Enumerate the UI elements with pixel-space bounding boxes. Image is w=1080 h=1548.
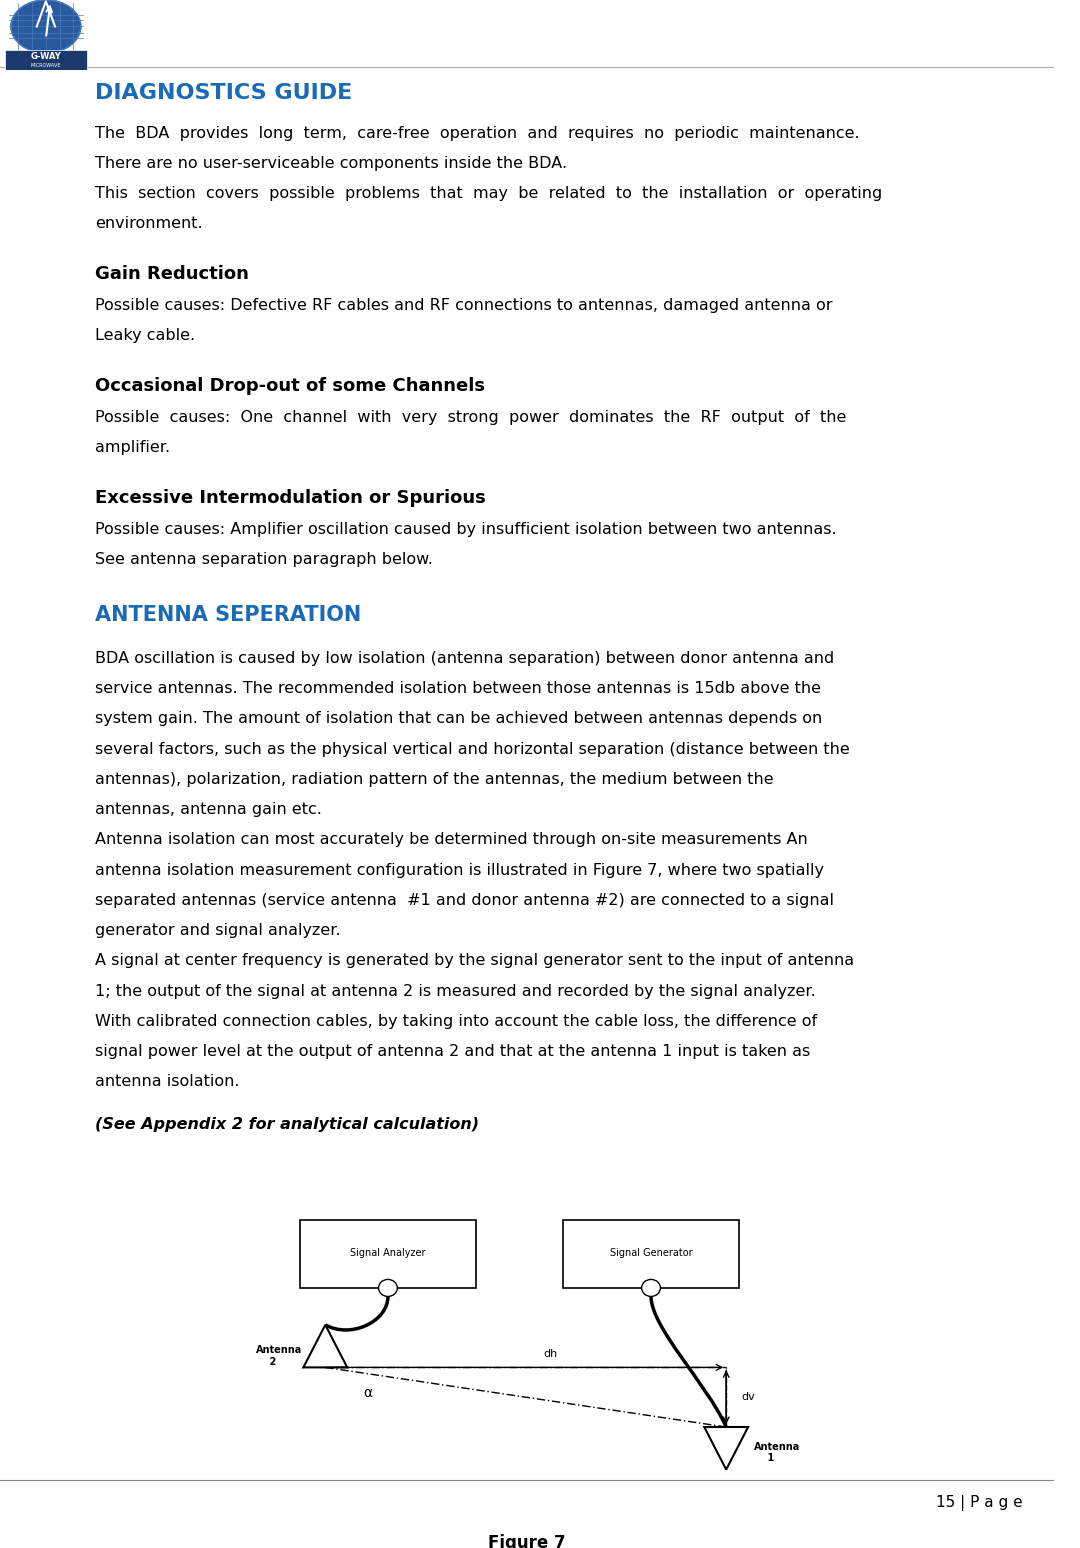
Circle shape [642,1280,660,1297]
Text: Leaky cable.: Leaky cable. [95,328,195,344]
FancyBboxPatch shape [4,50,87,70]
Text: Antenna isolation can most accurately be determined through on-site measurements: Antenna isolation can most accurately be… [95,833,808,847]
Text: environment.: environment. [95,217,203,231]
Text: The  BDA  provides  long  term,  care-free  operation  and  requires  no  period: The BDA provides long term, care-free op… [95,125,860,141]
Text: ANTENNA SEPERATION: ANTENNA SEPERATION [95,605,361,625]
Text: 1; the output of the signal at antenna 2 is measured and recorded by the signal : 1; the output of the signal at antenna 2… [95,983,815,998]
Text: Occasional Drop-out of some Channels: Occasional Drop-out of some Channels [95,376,485,395]
Text: several factors, such as the physical vertical and horizontal separation (distan: several factors, such as the physical ve… [95,741,850,757]
Text: DIAGNOSTICS GUIDE: DIAGNOSTICS GUIDE [95,84,352,104]
Text: Antenna
    1: Antenna 1 [754,1441,800,1463]
Text: See antenna separation paragraph below.: See antenna separation paragraph below. [95,553,433,568]
Text: signal power level at the output of antenna 2 and that at the antenna 1 input is: signal power level at the output of ante… [95,1045,810,1059]
Text: system gain. The amount of isolation that can be achieved between antennas depen: system gain. The amount of isolation tha… [95,711,822,726]
Text: amplifier.: amplifier. [95,440,170,455]
Text: This  section  covers  possible  problems  that  may  be  related  to  the  inst: This section covers possible problems th… [95,186,882,201]
Text: antenna isolation.: antenna isolation. [95,1074,240,1090]
Text: BDA oscillation is caused by low isolation (antenna separation) between donor an: BDA oscillation is caused by low isolati… [95,650,834,666]
Text: dh: dh [543,1348,558,1359]
FancyBboxPatch shape [564,1220,739,1288]
Text: With calibrated connection cables, by taking into account the cable loss, the di: With calibrated connection cables, by ta… [95,1014,818,1029]
Text: Possible causes: Amplifier oscillation caused by insufficient isolation between : Possible causes: Amplifier oscillation c… [95,522,837,537]
Text: service antennas. The recommended isolation between those antennas is 15db above: service antennas. The recommended isolat… [95,681,821,697]
Polygon shape [303,1325,348,1367]
Text: There are no user-serviceable components inside the BDA.: There are no user-serviceable components… [95,156,567,170]
Polygon shape [704,1427,748,1469]
Text: Antenna
    2: Antenna 2 [256,1345,302,1367]
Text: Excessive Intermodulation or Spurious: Excessive Intermodulation or Spurious [95,489,486,506]
Text: α: α [363,1385,372,1399]
Text: MICROWAVE: MICROWAVE [30,63,62,68]
Circle shape [11,0,81,53]
Text: separated antennas (service antenna  #1 and donor antenna #2) are connected to a: separated antennas (service antenna #1 a… [95,893,834,907]
Text: generator and signal analyzer.: generator and signal analyzer. [95,923,340,938]
Text: Gain Reduction: Gain Reduction [95,265,248,283]
Text: G-WAY: G-WAY [30,53,62,60]
Text: Possible causes: Defective RF cables and RF connections to antennas, damaged ant: Possible causes: Defective RF cables and… [95,299,833,313]
Circle shape [378,1280,397,1297]
Text: antennas, antenna gain etc.: antennas, antenna gain etc. [95,802,322,817]
Text: Signal Analyzer: Signal Analyzer [350,1248,426,1257]
Text: Signal Generator: Signal Generator [610,1248,692,1257]
Text: antenna isolation measurement configuration is illustrated in Figure 7, where tw: antenna isolation measurement configurat… [95,862,824,878]
Text: antennas), polarization, radiation pattern of the antennas, the medium between t: antennas), polarization, radiation patte… [95,772,773,786]
Text: 15 | P a g e: 15 | P a g e [936,1495,1023,1511]
Text: dv: dv [742,1392,756,1402]
Text: (See Appendix 2 for analytical calculation): (See Appendix 2 for analytical calculati… [95,1116,480,1132]
Text: Figure 7: Figure 7 [488,1534,566,1548]
Text: Possible  causes:  One  channel  with  very  strong  power  dominates  the  RF  : Possible causes: One channel with very s… [95,410,847,426]
FancyBboxPatch shape [300,1220,475,1288]
Text: A signal at center frequency is generated by the signal generator sent to the in: A signal at center frequency is generate… [95,954,854,969]
